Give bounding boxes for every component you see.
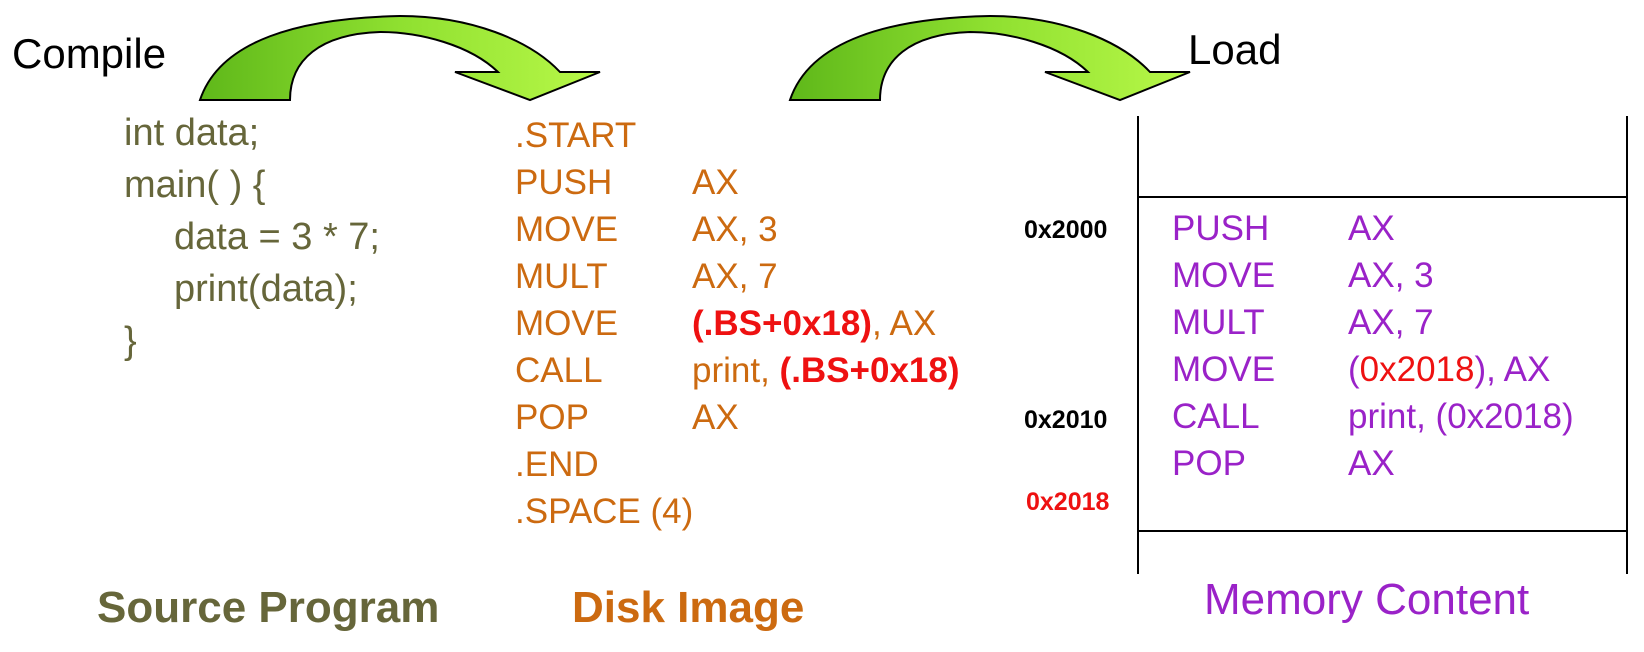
compile-arrow bbox=[198, 14, 601, 102]
memory-op: PUSH bbox=[1172, 209, 1270, 248]
disk-op: POP bbox=[515, 398, 589, 437]
disk-op: CALL bbox=[515, 351, 603, 390]
memory-content-title: Memory Content bbox=[1204, 575, 1530, 624]
memory-right-edge bbox=[1626, 116, 1628, 574]
source-line: int data; bbox=[124, 112, 260, 154]
memory-arg: AX, 7 bbox=[1348, 303, 1434, 342]
memory-bottom-divider bbox=[1137, 530, 1628, 532]
memory-op: MOVE bbox=[1172, 350, 1276, 389]
source-line: main( ) { bbox=[124, 164, 266, 206]
base-relative-address: (.BS+0x18) bbox=[779, 351, 960, 390]
compile-label: Compile bbox=[12, 30, 167, 77]
memory-arg: AX bbox=[1348, 444, 1395, 483]
absolute-address: 0x2018 bbox=[1359, 350, 1475, 389]
disk-arg: print, (.BS+0x18) bbox=[692, 351, 960, 391]
memory-op: POP bbox=[1172, 444, 1246, 483]
memory-op: MOVE bbox=[1172, 256, 1276, 295]
disk-arg-pre: print, bbox=[692, 351, 780, 390]
base-relative-address: (.BS+0x18) bbox=[692, 304, 872, 343]
address-label: 0x2010 bbox=[1024, 406, 1108, 434]
memory-arg: print, (0x2018) bbox=[1348, 397, 1574, 436]
disk-arg: AX bbox=[692, 163, 739, 202]
memory-left-edge bbox=[1137, 116, 1139, 574]
disk-space: .SPACE (4) bbox=[515, 492, 694, 531]
memory-op: MULT bbox=[1172, 303, 1265, 342]
disk-arg: AX, 3 bbox=[692, 210, 778, 249]
disk-op: MULT bbox=[515, 257, 608, 296]
memory-arg: (0x2018), AX bbox=[1348, 350, 1550, 390]
source-line: } bbox=[124, 320, 137, 362]
memory-arg-rest: ), AX bbox=[1474, 350, 1551, 389]
disk-arg: AX, 7 bbox=[692, 257, 778, 296]
source-program-title: Source Program bbox=[97, 583, 440, 632]
disk-image-title: Disk Image bbox=[572, 583, 805, 632]
source-line: data = 3 * 7; bbox=[174, 216, 380, 258]
memory-op: CALL bbox=[1172, 397, 1260, 436]
memory-arg: AX, 3 bbox=[1348, 256, 1434, 295]
disk-end: .END bbox=[515, 445, 599, 484]
disk-arg-rest: , AX bbox=[871, 304, 937, 343]
load-label: Load bbox=[1188, 26, 1282, 73]
disk-op: MOVE bbox=[515, 304, 619, 343]
memory-arg: AX bbox=[1348, 209, 1395, 248]
load-arrow bbox=[788, 14, 1191, 102]
data-address-label: 0x2018 bbox=[1026, 488, 1110, 516]
source-line: print(data); bbox=[174, 268, 358, 310]
disk-op: MOVE bbox=[515, 210, 619, 249]
memory-arg-pre: ( bbox=[1348, 350, 1360, 389]
disk-op: PUSH bbox=[515, 163, 613, 202]
address-label: 0x2000 bbox=[1024, 216, 1108, 244]
disk-arg: (.BS+0x18), AX bbox=[692, 304, 936, 344]
memory-top-divider bbox=[1137, 196, 1628, 198]
disk-start: .START bbox=[515, 116, 637, 155]
disk-arg: AX bbox=[692, 398, 739, 437]
